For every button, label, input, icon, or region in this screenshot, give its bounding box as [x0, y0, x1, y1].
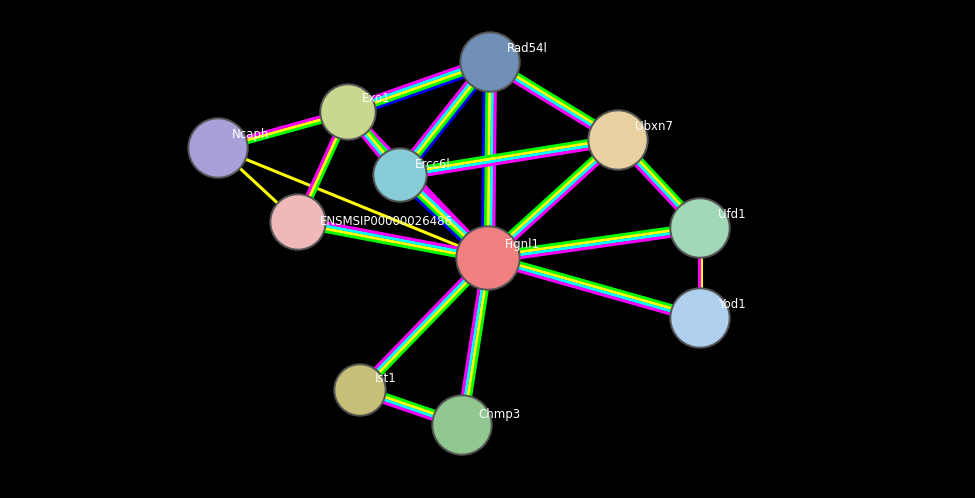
Text: Ist1: Ist1 [375, 372, 397, 385]
Circle shape [336, 366, 384, 414]
Circle shape [188, 118, 248, 178]
Circle shape [190, 120, 246, 176]
Text: Ubxn7: Ubxn7 [635, 120, 673, 133]
Text: Ufd1: Ufd1 [718, 208, 746, 221]
Text: Rad54l: Rad54l [507, 42, 548, 55]
Text: Yod1: Yod1 [718, 298, 746, 311]
Circle shape [375, 150, 425, 200]
Text: Exo1: Exo1 [362, 92, 391, 105]
Circle shape [460, 32, 520, 92]
Circle shape [432, 395, 492, 455]
Circle shape [588, 110, 648, 170]
Circle shape [334, 364, 386, 416]
Circle shape [462, 34, 518, 90]
Text: Ercc6l: Ercc6l [415, 158, 450, 171]
Circle shape [272, 196, 324, 248]
Circle shape [456, 226, 520, 290]
Circle shape [590, 112, 646, 168]
Circle shape [670, 288, 730, 348]
Circle shape [373, 148, 427, 202]
Circle shape [672, 290, 728, 346]
Circle shape [670, 198, 730, 258]
Circle shape [458, 228, 518, 288]
Circle shape [322, 86, 374, 138]
Circle shape [434, 397, 490, 453]
Text: ENSMSIP00000026486: ENSMSIP00000026486 [320, 215, 453, 228]
Circle shape [320, 84, 376, 140]
Text: Chmp3: Chmp3 [478, 408, 520, 421]
Circle shape [270, 194, 326, 250]
Circle shape [672, 200, 728, 256]
Text: Ncaph: Ncaph [232, 128, 269, 141]
Text: Fignl1: Fignl1 [505, 238, 540, 251]
